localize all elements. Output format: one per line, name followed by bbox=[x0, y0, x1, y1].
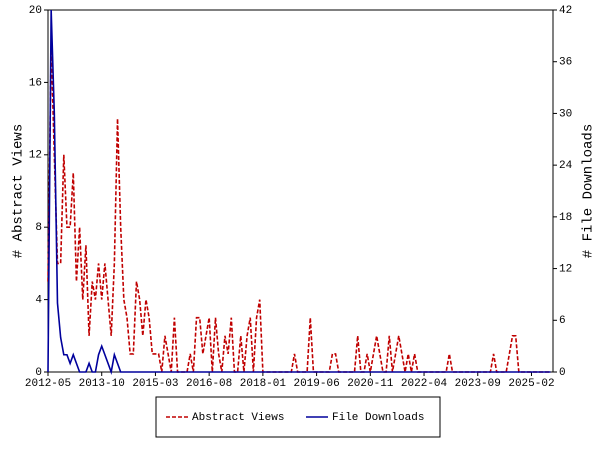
x-tick-label: 2023-09 bbox=[455, 378, 501, 390]
y-tick-label: 4 bbox=[35, 295, 42, 307]
plot-frame bbox=[47, 9, 554, 373]
series-line bbox=[47, 46, 551, 373]
y-tick-label: 0 bbox=[35, 367, 42, 379]
legend-label: File Downloads bbox=[332, 412, 424, 424]
y2-axis-title: # File Downloads bbox=[581, 124, 597, 258]
y-tick-label: 12 bbox=[29, 150, 42, 162]
x-tick-label: 2019-06 bbox=[293, 378, 339, 390]
y2-tick-label: 42 bbox=[559, 5, 572, 17]
y2-tick-label: 6 bbox=[559, 315, 566, 327]
x-tick-label: 2018-01 bbox=[240, 378, 287, 390]
x-tick-label: 2013-10 bbox=[79, 378, 125, 390]
x-tick-label: 2012-05 bbox=[25, 378, 71, 390]
y-tick-label: 8 bbox=[35, 222, 42, 234]
y-tick-label: 16 bbox=[29, 77, 42, 89]
y-tick-label: 20 bbox=[29, 5, 42, 17]
y2-tick-label: 18 bbox=[559, 212, 572, 224]
y2-tick-label: 0 bbox=[559, 367, 566, 379]
x-tick-label: 2025-02 bbox=[508, 378, 554, 390]
y2-tick-label: 12 bbox=[559, 263, 572, 275]
y2-tick-label: 36 bbox=[559, 57, 572, 69]
x-tick-label: 2020-11 bbox=[347, 378, 394, 390]
y2-tick-label: 24 bbox=[559, 160, 573, 172]
series-line bbox=[47, 9, 551, 376]
x-tick-label: 2016-08 bbox=[186, 378, 232, 390]
y2-tick-label: 30 bbox=[559, 108, 572, 120]
y-axis-title: # Abstract Views bbox=[11, 124, 27, 258]
x-tick-label: 2022-04 bbox=[401, 378, 448, 390]
legend-box bbox=[155, 396, 441, 438]
x-tick-label: 2015-03 bbox=[132, 378, 178, 390]
legend-label: Abstract Views bbox=[192, 412, 284, 424]
